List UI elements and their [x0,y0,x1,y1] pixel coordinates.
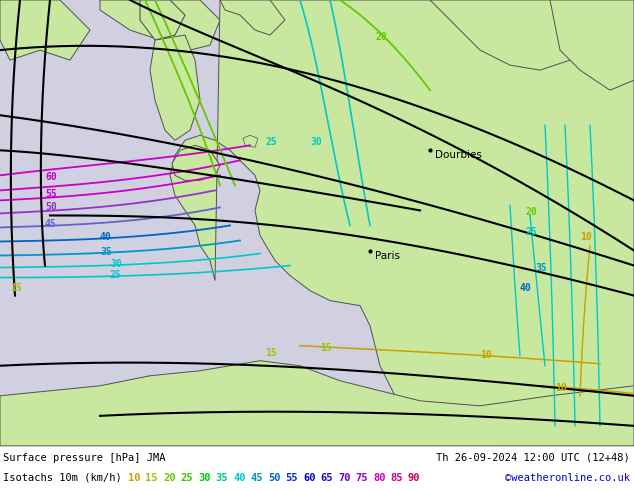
Text: 85: 85 [391,473,403,483]
Text: 75: 75 [356,473,368,483]
Text: 10: 10 [128,473,141,483]
Text: 35: 35 [216,473,228,483]
Text: 15: 15 [145,473,158,483]
Text: 40: 40 [233,473,245,483]
Text: 45: 45 [250,473,263,483]
Polygon shape [550,0,634,90]
Text: 35: 35 [535,263,547,272]
Text: Paris: Paris [375,250,400,261]
Text: 30: 30 [110,259,122,269]
Polygon shape [243,135,258,147]
Text: 30: 30 [198,473,210,483]
Text: 25: 25 [525,227,537,238]
Text: 55: 55 [45,190,57,199]
Text: 25: 25 [265,137,277,147]
Text: 20: 20 [525,207,537,218]
Text: ©weatheronline.co.uk: ©weatheronline.co.uk [505,473,630,483]
Text: 60: 60 [45,172,57,182]
Polygon shape [172,146,220,180]
Text: 55: 55 [285,473,298,483]
Text: 45: 45 [45,220,57,229]
Text: 70: 70 [338,473,351,483]
Text: 30: 30 [310,137,321,147]
Polygon shape [220,0,285,35]
Text: 10: 10 [580,232,592,243]
Text: 10: 10 [555,383,567,393]
Text: 50: 50 [268,473,280,483]
Text: 15: 15 [265,348,277,358]
Text: 50: 50 [45,202,57,213]
Polygon shape [0,361,634,446]
Text: Isotachs 10m (km/h): Isotachs 10m (km/h) [3,473,122,483]
Polygon shape [100,0,220,50]
Text: 90: 90 [408,473,420,483]
Polygon shape [170,0,634,446]
Polygon shape [430,0,590,70]
Text: 25: 25 [110,270,122,280]
Text: 15: 15 [320,343,332,353]
Text: 35: 35 [100,246,112,256]
Polygon shape [0,0,90,60]
Text: Th 26-09-2024 12:00 UTC (12+48): Th 26-09-2024 12:00 UTC (12+48) [436,453,630,463]
Text: Dourbies: Dourbies [435,150,482,160]
Text: 65: 65 [321,473,333,483]
Polygon shape [140,0,185,40]
Polygon shape [150,35,200,140]
Text: 15: 15 [10,283,22,293]
Text: 20: 20 [163,473,176,483]
Text: 80: 80 [373,473,385,483]
Text: 25: 25 [181,473,193,483]
Text: 60: 60 [303,473,316,483]
Text: Surface pressure [hPa] JMA: Surface pressure [hPa] JMA [3,453,165,463]
Text: 40: 40 [100,232,112,243]
Text: 40: 40 [520,283,532,293]
Text: 10: 10 [480,350,492,360]
Text: 20: 20 [375,32,387,42]
